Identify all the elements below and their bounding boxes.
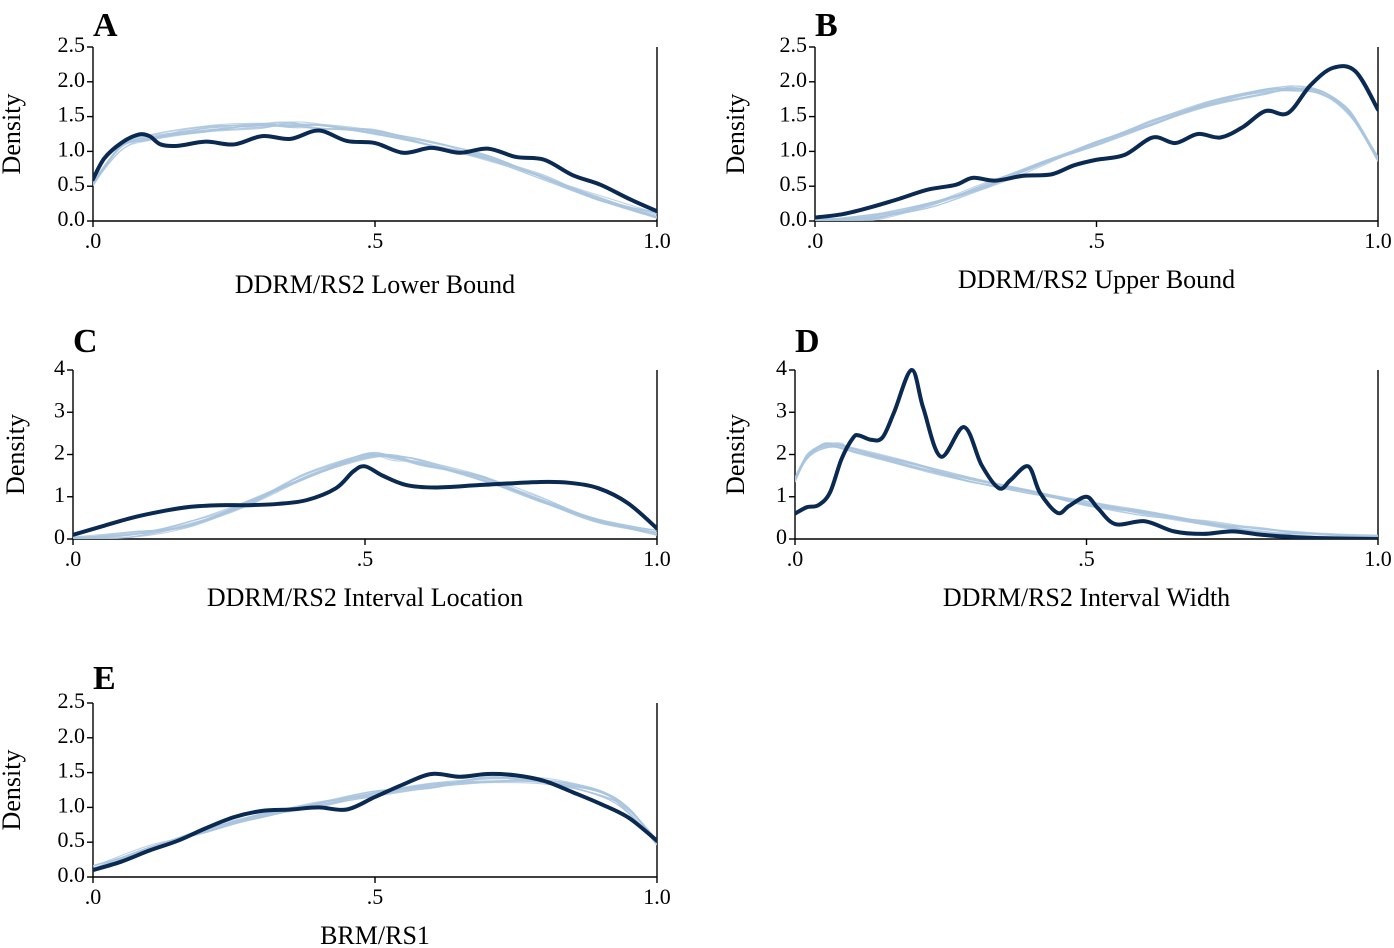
chart-b-panel: B 0.0 0.5 1.0 1.5 2.0 2.5 .0 .5 1.0 DDRM/RS2 Upper…: [721, 7, 1392, 294]
chart-e-letter: E: [93, 660, 116, 697]
chart-d-x-tick-label: 1.0: [1364, 546, 1392, 571]
chart-e-observed-line: [93, 771, 657, 873]
chart-d-y-tick-label: 2: [776, 440, 787, 465]
chart-b-simulated-line: [815, 88, 1378, 221]
chart-b-y-tick-label: 0.5: [780, 171, 808, 196]
chart-b-y-tick-label: 2.0: [780, 67, 808, 92]
chart-b-x-tick-label: 1.0: [1364, 228, 1392, 253]
chart-e-x-tick-label: 1.0: [643, 884, 671, 909]
chart-c-y-tick-label: 0: [54, 524, 65, 549]
chart-e-y-tick-label: 2.0: [58, 723, 86, 748]
chart-a-y-axis-title: Density: [0, 94, 26, 175]
chart-d-plot-area: [795, 368, 1378, 539]
chart-a-simulated-line: [93, 122, 657, 219]
chart-c-y-tick-label: 4: [54, 355, 65, 380]
chart-c-y-axis-title: Density: [1, 414, 30, 495]
chart-a-y-tick-label: 1.5: [58, 102, 86, 127]
chart-a-x-tick-label: .5: [367, 228, 384, 253]
chart-b-y-tick-label: 1.5: [780, 102, 808, 127]
chart-b-observed-line: [815, 64, 1378, 220]
chart-c-y-tick-label: 3: [54, 397, 65, 422]
chart-a-simulated-line: [93, 123, 657, 213]
chart-c-y-tick-label: 2: [54, 440, 65, 465]
chart-d-x-tick-label: .5: [1078, 546, 1095, 571]
chart-a-x-tick-label: .0: [85, 228, 102, 253]
chart-a-simulated-line: [93, 123, 657, 218]
chart-b-y-tick-label: 1.0: [780, 136, 808, 161]
chart-a-letter: A: [93, 7, 118, 44]
chart-c-x-axis-title: DDRM/RS2 Interval Location: [207, 583, 523, 612]
chart-d-panel: D 0 1 2 3 4 .0 .5 1.0 DDRM/RS2 Interval Width Dens…: [721, 323, 1392, 612]
chart-e-x-axis-title: BRM/RS1: [320, 921, 430, 948]
chart-e-y-tick-label: 1.0: [58, 792, 86, 817]
chart-a-simulated-line: [93, 121, 657, 218]
chart-e-x-tick-label: .0: [85, 884, 102, 909]
chart-a-simulated-line: [93, 122, 657, 216]
chart-b-x-tick-label: .0: [807, 228, 824, 253]
chart-a-y-tick-label: 0.5: [58, 171, 86, 196]
chart-e-y-tick-label: 0.0: [58, 862, 86, 887]
chart-a-simulated-line: [93, 124, 657, 214]
chart-d-y-tick-label: 1: [776, 482, 787, 507]
chart-d-y-tick-label: 3: [776, 397, 787, 422]
chart-a-panel: A 0.0 0.5 1.0 1.5 2.0 2.5 .0 .5 1.0 DDRM/RS2 Lower…: [0, 7, 671, 299]
chart-b-x-axis-title: DDRM/RS2 Upper Bound: [958, 265, 1235, 294]
chart-a-simulated-line: [93, 122, 657, 219]
chart-a-y-tick-label: 0.0: [58, 206, 86, 231]
chart-b-y-tick-label: 2.5: [780, 32, 808, 57]
chart-e-y-tick-label: 2.5: [58, 688, 86, 713]
chart-c-x-tick-label: .5: [357, 546, 374, 571]
chart-e-x-tick-label: .5: [367, 884, 384, 909]
chart-a-y-tick-label: 1.0: [58, 136, 86, 161]
chart-c-simulated-line: [73, 453, 657, 539]
chart-a-simulated-line: [93, 125, 657, 215]
chart-b-plot-area: [815, 64, 1378, 221]
chart-a-observed-line: [93, 128, 657, 214]
chart-a-plot-area: [93, 121, 657, 219]
chart-d-x-axis-title: DDRM/RS2 Interval Width: [943, 583, 1230, 612]
chart-a-simulated-line: [93, 121, 657, 217]
chart-a-simulated-line: [93, 124, 657, 214]
chart-e-y-tick-label: 0.5: [58, 827, 86, 852]
chart-d-letter: D: [795, 323, 820, 360]
chart-a-simulated-line: [93, 123, 657, 215]
chart-b-x-tick-label: .5: [1088, 228, 1105, 253]
chart-d-y-axis-title: Density: [721, 414, 750, 495]
chart-c-y-tick-label: 1: [54, 482, 65, 507]
chart-d-observed-line: [795, 368, 1378, 539]
chart-a-x-axis-title: DDRM/RS2 Lower Bound: [235, 270, 515, 299]
chart-d-y-tick-label: 4: [776, 355, 787, 380]
chart-d-x-tick-label: .0: [787, 546, 804, 571]
chart-c-plot-area: [73, 451, 657, 539]
chart-b-y-axis-title: Density: [721, 94, 750, 175]
chart-d-simulated-line: [795, 445, 1378, 539]
chart-e-panel: E 0.0 0.5 1.0 1.5 2.0 2.5 .0 .5 1.0 BRM/RS1 Density: [0, 660, 671, 948]
chart-e-y-axis-title: Density: [0, 750, 26, 831]
chart-c-simulated-line: [73, 455, 657, 539]
chart-d-simulated-line: [795, 446, 1378, 539]
chart-a-simulated-line: [93, 121, 657, 218]
chart-c-x-tick-label: .0: [65, 546, 82, 571]
chart-c-panel: C 0 1 2 3 4 .0 .5 1.0 DDRM/RS2 Interval Location D…: [1, 323, 671, 612]
chart-a-simulated-line: [93, 123, 657, 218]
chart-c-observed-line: [73, 464, 657, 537]
chart-b-y-tick-label: 0.0: [780, 206, 808, 231]
chart-a-y-tick-label: 2.0: [58, 67, 86, 92]
chart-e-y-tick-label: 1.5: [58, 758, 86, 783]
chart-c-letter: C: [73, 323, 98, 360]
chart-c-simulated-line: [73, 452, 657, 539]
chart-a-y-tick-label: 2.5: [58, 32, 86, 57]
chart-c-x-tick-label: 1.0: [643, 546, 671, 571]
chart-d-y-tick-label: 0: [776, 524, 787, 549]
chart-a-simulated-line: [93, 124, 657, 219]
chart-e-plot-area: [93, 771, 657, 873]
chart-a-x-tick-label: 1.0: [643, 228, 671, 253]
chart-b-letter: B: [815, 7, 838, 44]
